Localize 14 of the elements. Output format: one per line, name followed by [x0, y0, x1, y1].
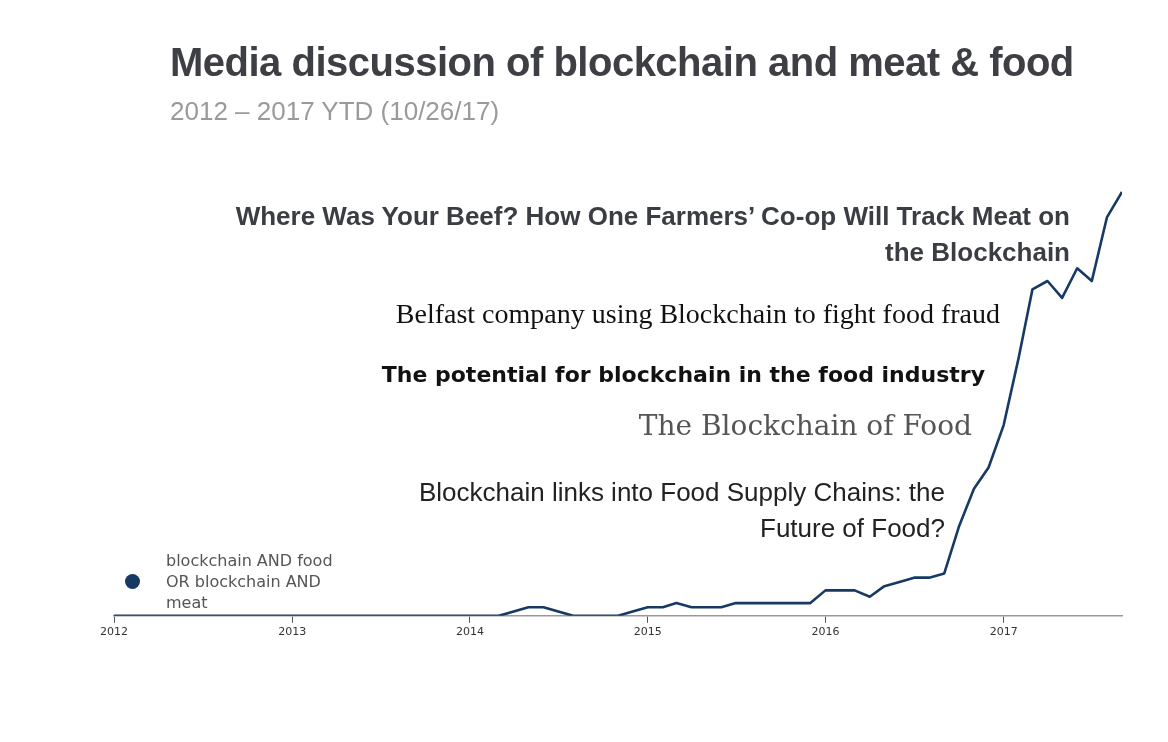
annotation: Where Was Your Beef? How One Farmers’ Co-op Will Track Meat on the Blockchain [234, 200, 1070, 269]
annotation: The potential for blockchain in the food industry [380, 361, 985, 389]
x-tick-label: 2016 [811, 625, 840, 639]
chart-subtitle: 2012 – 2017 YTD (10/26/17) [170, 96, 500, 127]
x-tick-label: 2012 [100, 625, 128, 639]
annotation: Belfast company using Blockchain to fight food fraud [394, 297, 1000, 331]
x-tick-label: 2014 [455, 625, 484, 639]
x-tick-label: 2017 [989, 625, 1018, 639]
chart-title: Media discussion of blockchain and meat & food [170, 40, 1074, 85]
annotation: The Blockchain of Food [637, 408, 972, 444]
legend-label: blockchain AND food OR blockchain AND meat [166, 550, 334, 613]
x-tick-label: 2013 [278, 625, 307, 639]
x-tick-label: 2015 [633, 625, 662, 639]
annotation: Blockchain links into Food Supply Chains: the Future of Food? [417, 476, 945, 545]
